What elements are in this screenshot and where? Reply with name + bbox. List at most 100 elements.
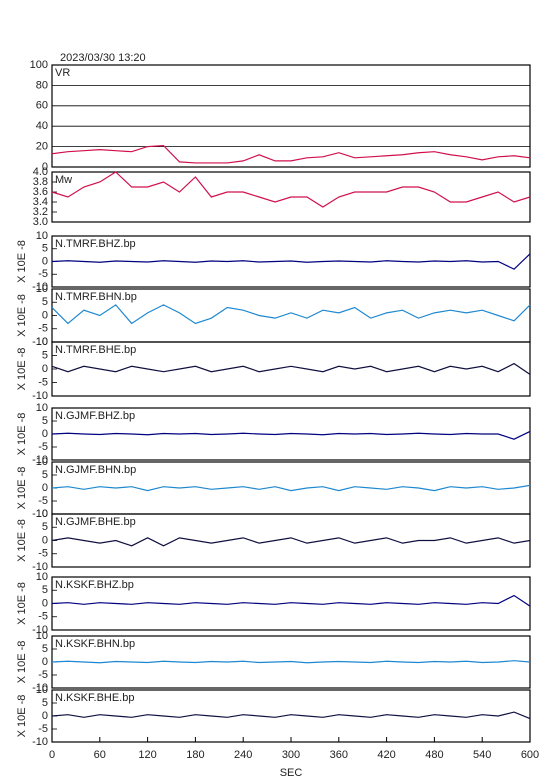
y-tick-label: 3.8 xyxy=(33,176,48,188)
y-tick-label: 5 xyxy=(42,349,48,361)
y-tick-label: 5 xyxy=(42,469,48,481)
y-tick-label: -10 xyxy=(32,390,48,402)
panel-label: N.TMRF.BHZ.bp xyxy=(55,238,136,250)
x-tick-label: 240 xyxy=(234,749,252,761)
x-tick-label: 420 xyxy=(377,749,395,761)
trace xyxy=(51,304,531,325)
y-tick-label: 20 xyxy=(36,141,48,153)
y-tick-label: -10 xyxy=(32,561,48,573)
panel-label: VR xyxy=(55,67,70,79)
panel-label: N.KSKF.BHZ.bp xyxy=(55,579,134,591)
y-tick-label: 10 xyxy=(36,684,48,696)
y-tick-label: 5 xyxy=(42,415,48,427)
y-tick-label: 0 xyxy=(42,428,48,440)
y-tick-label: 10 xyxy=(36,230,48,242)
trace xyxy=(51,253,531,270)
panel-label: N.KSKF.BHN.bp xyxy=(55,638,135,650)
y-axis-label: X 10E -8 xyxy=(16,348,28,391)
y-tick-label: -10 xyxy=(32,736,48,748)
y-tick-label: 0 xyxy=(42,363,48,375)
y-tick-label: 10 xyxy=(36,336,48,348)
y-tick-label: -5 xyxy=(38,323,48,335)
y-tick-label: 100 xyxy=(30,59,48,71)
y-tick-label: 10 xyxy=(36,571,48,583)
panel-label: N.TMRF.BHN.bp xyxy=(55,291,137,303)
y-tick-label: 3.6 xyxy=(33,186,48,198)
y-tick-label: 0 xyxy=(42,534,48,546)
y-tick-label: 0 xyxy=(42,597,48,609)
x-tick-label: 540 xyxy=(473,749,491,761)
y-tick-label: -10 xyxy=(32,336,48,348)
y-tick-label: 10 xyxy=(36,508,48,520)
chart-title: 2023/03/30 13:20 xyxy=(60,52,146,64)
y-tick-label: 10 xyxy=(36,630,48,642)
panel-label: N.GJMF.BHE.bp xyxy=(55,516,136,528)
x-tick-label: 360 xyxy=(330,749,348,761)
y-axis-label: X 10E -8 xyxy=(16,519,28,562)
y-axis-label: X 10E -8 xyxy=(16,413,28,456)
trace xyxy=(51,484,531,492)
trace xyxy=(51,171,531,208)
y-axis-label: X 10E -8 xyxy=(16,641,28,684)
y-tick-label: 0 xyxy=(42,482,48,494)
y-tick-label: -5 xyxy=(38,548,48,560)
y-tick-label: -5 xyxy=(38,669,48,681)
x-tick-label: 120 xyxy=(138,749,156,761)
y-tick-label: 40 xyxy=(36,120,48,132)
y-tick-label: 0 xyxy=(42,255,48,267)
y-tick-label: 80 xyxy=(36,79,48,91)
x-tick-label: 60 xyxy=(94,749,106,761)
x-tick-label: 480 xyxy=(425,749,443,761)
y-axis-label: X 10E -8 xyxy=(16,240,28,283)
x-tick-label: 300 xyxy=(282,749,300,761)
trace xyxy=(51,430,531,440)
y-tick-label: 4.0 xyxy=(33,166,48,178)
y-tick-label: 10 xyxy=(36,283,48,295)
y-tick-label: -5 xyxy=(38,441,48,453)
panel-label: N.GJMF.BHN.bp xyxy=(55,464,136,476)
y-tick-label: -5 xyxy=(38,376,48,388)
y-axis-label: X 10E -8 xyxy=(16,695,28,738)
y-tick-label: -10 xyxy=(32,454,48,466)
y-tick-label: -10 xyxy=(32,682,48,694)
y-tick-label: -10 xyxy=(32,624,48,636)
panel-label: N.KSKF.BHE.bp xyxy=(55,692,134,704)
trace xyxy=(51,144,531,164)
y-tick-label: 3.2 xyxy=(33,206,48,218)
y-tick-label: 5 xyxy=(42,697,48,709)
y-tick-label: 5 xyxy=(42,243,48,255)
y-axis-label: X 10E -8 xyxy=(16,582,28,625)
y-tick-label: -5 xyxy=(38,268,48,280)
y-tick-label: 3.4 xyxy=(33,196,48,208)
y-tick-label: 10 xyxy=(36,456,48,468)
x-tick-label: 0 xyxy=(49,749,55,761)
y-tick-label: -10 xyxy=(32,281,48,293)
y-tick-label: 0 xyxy=(42,161,48,173)
y-tick-label: 5 xyxy=(42,584,48,596)
y-tick-label: 0 xyxy=(42,309,48,321)
y-tick-label: -10 xyxy=(32,508,48,520)
trace xyxy=(51,711,531,720)
y-axis-label: X 10E -8 xyxy=(16,294,28,337)
panel-label: N.GJMF.BHZ.bp xyxy=(55,410,135,422)
panel-label: N.TMRF.BHE.bp xyxy=(55,344,136,356)
x-axis-label: SEC xyxy=(280,767,303,779)
panel-label: Mw xyxy=(55,174,72,186)
y-tick-label: 5 xyxy=(42,643,48,655)
y-tick-label: 5 xyxy=(42,296,48,308)
y-tick-label: 60 xyxy=(36,100,48,112)
y-tick-label: 0 xyxy=(42,656,48,668)
trace xyxy=(51,362,531,375)
y-tick-label: -5 xyxy=(38,611,48,623)
x-tick-label: 180 xyxy=(186,749,204,761)
trace xyxy=(51,660,531,664)
x-tick-label: 600 xyxy=(521,749,539,761)
y-tick-label: 10 xyxy=(36,402,48,414)
y-tick-label: 3.0 xyxy=(33,216,48,228)
y-tick-label: 0 xyxy=(42,710,48,722)
y-tick-label: 5 xyxy=(42,521,48,533)
trace xyxy=(51,537,531,547)
y-axis-label: X 10E -8 xyxy=(16,467,28,510)
y-tick-label: -5 xyxy=(38,495,48,507)
